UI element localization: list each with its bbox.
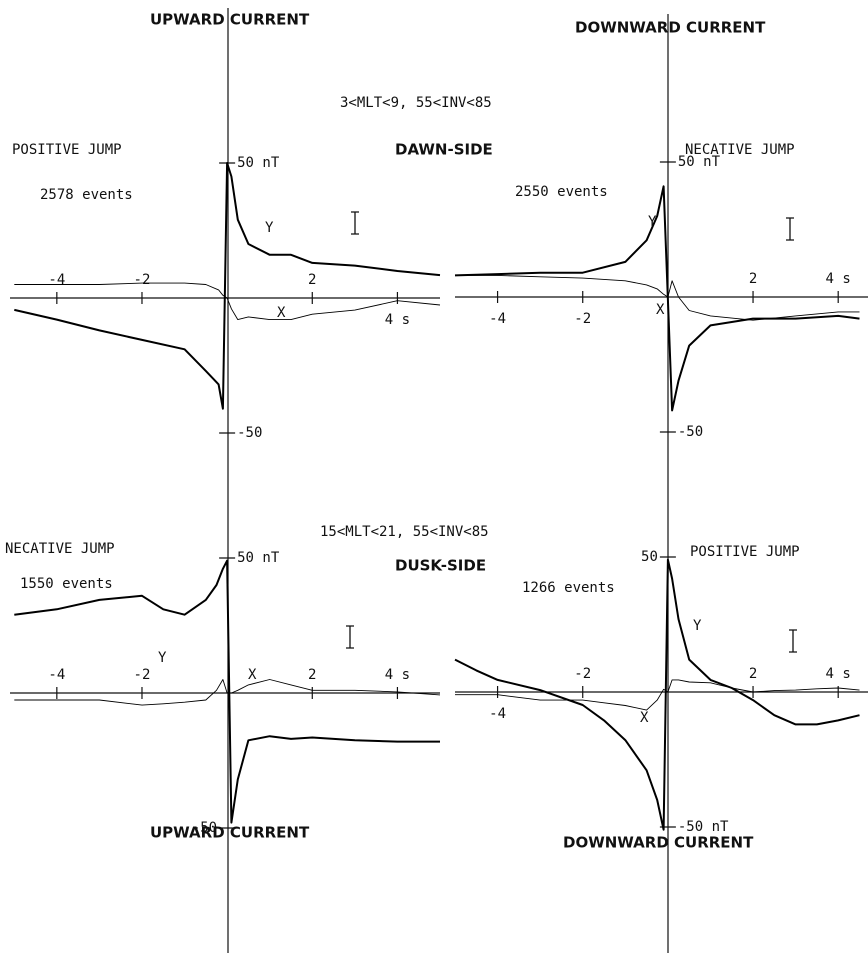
series-label: Y <box>265 220 274 236</box>
x-tick-label: 4 s <box>826 271 851 287</box>
x-tick-label: 2 <box>308 667 316 683</box>
x-tick-label: 2 <box>749 271 757 287</box>
error-bars <box>346 211 797 653</box>
panel-title: NECATIVE JUMP <box>685 142 795 158</box>
panel-title: POSITIVE JUMP <box>12 142 122 158</box>
current-label: DOWNWARD CURRENT <box>575 19 766 37</box>
error-bar-icon <box>351 211 359 235</box>
series-label: Y <box>648 214 657 230</box>
x-tick-label: 4 s <box>385 667 410 683</box>
x-tick-label: -2 <box>134 667 151 683</box>
event-count: 1266 events <box>522 580 615 596</box>
x-tick-label: 4 s <box>826 666 851 682</box>
x-tick-label: -2 <box>134 272 151 288</box>
error-bar-icon <box>786 217 794 241</box>
condition-label: 15<MLT<21, 55<INV<85 <box>320 524 489 540</box>
y-tick-label: 50 <box>641 549 658 565</box>
series-label: Y <box>158 650 167 666</box>
x-tick-label: -2 <box>574 666 591 682</box>
x-tick-label: -4 <box>48 272 65 288</box>
current-label: UPWARD CURRENT <box>150 11 310 29</box>
event-count: 2550 events <box>515 184 608 200</box>
x-tick-label: -2 <box>574 311 591 327</box>
x-tick-label: 4 s <box>385 312 410 328</box>
series-line <box>455 679 860 711</box>
series-line <box>14 559 440 824</box>
x-tick-label: 2 <box>308 272 316 288</box>
y-tick-label: 50 nT <box>237 155 280 171</box>
x-tick-label: -4 <box>489 706 506 722</box>
series-label: Y <box>693 618 702 634</box>
series-line <box>14 679 441 706</box>
series-label: X <box>640 710 649 726</box>
series-line <box>14 282 441 321</box>
series-label: X <box>277 305 286 321</box>
series-label: X <box>656 302 665 318</box>
series-line <box>455 274 860 321</box>
y-tick-label: 50 nT <box>237 550 280 566</box>
side-label: DAWN-SIDE <box>395 141 493 159</box>
series-line <box>14 162 441 410</box>
side-label: DUSK-SIDE <box>395 557 486 575</box>
event-count: 1550 events <box>20 576 113 592</box>
x-tick-label: -4 <box>489 311 506 327</box>
error-bar-icon <box>789 629 797 653</box>
condition-label: 3<MLT<9, 55<INV<85 <box>340 95 492 111</box>
panel-title: POSITIVE JUMP <box>690 544 800 560</box>
y-tick-label: -50 <box>237 425 262 441</box>
series-line <box>454 558 860 831</box>
series-label: X <box>248 667 257 683</box>
event-count: 2578 events <box>40 187 133 203</box>
error-bar-icon <box>346 625 354 649</box>
current-label: DOWNWARD CURRENT <box>563 834 754 852</box>
current-label: UPWARD CURRENT <box>150 824 310 842</box>
x-tick-label: -4 <box>48 667 65 683</box>
x-tick-label: 2 <box>749 666 757 682</box>
y-tick-label: -50 nT <box>678 819 729 835</box>
y-tick-label: -50 <box>192 820 217 836</box>
y-tick-label: -50 <box>678 424 703 440</box>
y-tick-label: 50 nT <box>678 154 721 170</box>
panel-title: NECATIVE JUMP <box>5 541 115 557</box>
